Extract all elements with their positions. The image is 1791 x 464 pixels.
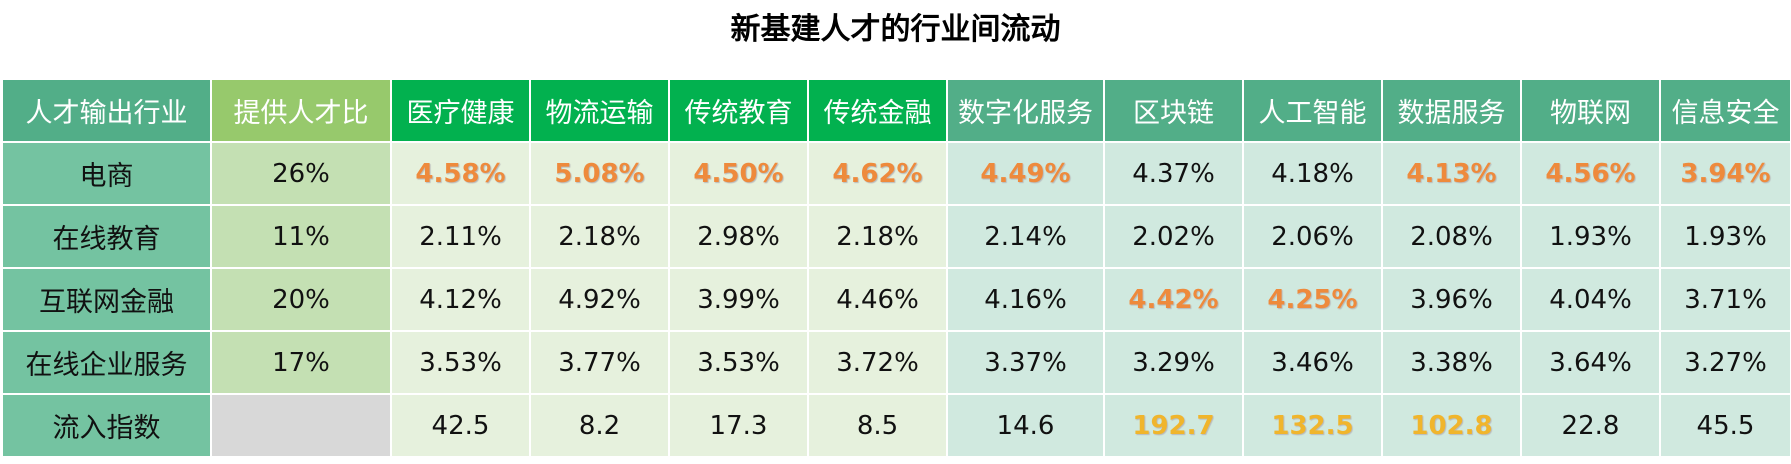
inflow-cell: 17.3 <box>668 393 809 458</box>
value-cell: 3.53% <box>390 330 531 395</box>
col-header: 数据服务 <box>1381 78 1522 143</box>
value-cell: 4.13% <box>1381 141 1522 206</box>
share-cell: 11% <box>210 204 392 269</box>
share-cell: 20% <box>210 267 392 332</box>
col-header: 物流运输 <box>529 78 670 143</box>
col-header: 传统教育 <box>668 78 809 143</box>
value-cell: 4.62% <box>807 141 948 206</box>
inflow-cell: 102.8 <box>1381 393 1522 458</box>
value-cell: 2.11% <box>390 204 531 269</box>
value-cell: 3.38% <box>1381 330 1522 395</box>
share-cell: 26% <box>210 141 392 206</box>
value-cell: 4.58% <box>390 141 531 206</box>
col-header: 区块链 <box>1103 78 1244 143</box>
value-cell: 1.93% <box>1520 204 1661 269</box>
value-cell: 3.77% <box>529 330 670 395</box>
value-cell: 4.49% <box>946 141 1105 206</box>
value-cell: 4.12% <box>390 267 531 332</box>
inflow-row: 流入指数 42.5 8.2 17.3 8.5 14.6 192.7 132.5 102.8 22.… <box>1 393 1791 458</box>
value-cell: 2.06% <box>1242 204 1383 269</box>
table-row: 在线教育 11% 2.11% 2.18% 2.98% 2.18% 2.14% 2.02% 2.0… <box>1 204 1791 269</box>
value-cell: 3.96% <box>1381 267 1522 332</box>
inflow-cell: 192.7 <box>1103 393 1244 458</box>
value-cell: 2.08% <box>1381 204 1522 269</box>
value-cell: 2.18% <box>529 204 670 269</box>
row-label: 电商 <box>1 141 212 206</box>
share-cell: 17% <box>210 330 392 395</box>
value-cell: 4.42% <box>1103 267 1244 332</box>
value-cell: 3.27% <box>1659 330 1791 395</box>
value-cell: 3.72% <box>807 330 948 395</box>
inflow-cell: 8.2 <box>529 393 670 458</box>
col-header: 传统金融 <box>807 78 948 143</box>
value-cell: 4.50% <box>668 141 809 206</box>
inflow-cell: 14.6 <box>946 393 1105 458</box>
value-cell: 2.14% <box>946 204 1105 269</box>
value-cell: 4.46% <box>807 267 948 332</box>
chart-title: 新基建人才的行业间流动 <box>730 12 1061 47</box>
value-cell: 3.94% <box>1659 141 1791 206</box>
col-header: 医疗健康 <box>390 78 531 143</box>
value-cell: 4.04% <box>1520 267 1661 332</box>
value-cell: 3.99% <box>668 267 809 332</box>
header-row: 人才输出行业 提供人才比 医疗健康 物流运输 传统教育 传统金融 数字化服务 区… <box>1 78 1791 143</box>
value-cell: 5.08% <box>529 141 670 206</box>
inflow-cell: 132.5 <box>1242 393 1383 458</box>
value-cell: 3.71% <box>1659 267 1791 332</box>
col-header: 物联网 <box>1520 78 1661 143</box>
inflow-cell: 8.5 <box>807 393 948 458</box>
table-row: 电商 26% 4.58% 5.08% 4.50% 4.62% 4.49% 4.37% 4.18%… <box>1 141 1791 206</box>
value-cell: 3.46% <box>1242 330 1383 395</box>
row-label: 流入指数 <box>1 393 212 458</box>
empty-share-cell <box>210 393 392 458</box>
row-label: 在线企业服务 <box>1 330 212 395</box>
value-cell: 3.37% <box>946 330 1105 395</box>
value-cell: 1.93% <box>1659 204 1791 269</box>
talent-flow-table: 人才输出行业 提供人才比 医疗健康 物流运输 传统教育 传统金融 数字化服务 区… <box>1 78 1791 458</box>
col-header: 人工智能 <box>1242 78 1383 143</box>
value-cell: 2.18% <box>807 204 948 269</box>
table-row: 互联网金融 20% 4.12% 4.92% 3.99% 4.46% 4.16% 4.42% 4.… <box>1 267 1791 332</box>
value-cell: 3.53% <box>668 330 809 395</box>
value-cell: 4.16% <box>946 267 1105 332</box>
value-cell: 3.64% <box>1520 330 1661 395</box>
value-cell: 4.25% <box>1242 267 1383 332</box>
value-cell: 3.29% <box>1103 330 1244 395</box>
inflow-cell: 42.5 <box>390 393 531 458</box>
value-cell: 2.02% <box>1103 204 1244 269</box>
share-header: 提供人才比 <box>210 78 392 143</box>
value-cell: 4.18% <box>1242 141 1383 206</box>
row-label: 在线教育 <box>1 204 212 269</box>
value-cell: 2.98% <box>668 204 809 269</box>
corner-header: 人才输出行业 <box>1 78 212 143</box>
table-row: 在线企业服务 17% 3.53% 3.77% 3.53% 3.72% 3.37% 3.29% 3… <box>1 330 1791 395</box>
value-cell: 4.37% <box>1103 141 1244 206</box>
col-header: 数字化服务 <box>946 78 1105 143</box>
value-cell: 4.56% <box>1520 141 1661 206</box>
inflow-cell: 45.5 <box>1659 393 1791 458</box>
row-label: 互联网金融 <box>1 267 212 332</box>
col-header: 信息安全 <box>1659 78 1791 143</box>
value-cell: 4.92% <box>529 267 670 332</box>
inflow-cell: 22.8 <box>1520 393 1661 458</box>
